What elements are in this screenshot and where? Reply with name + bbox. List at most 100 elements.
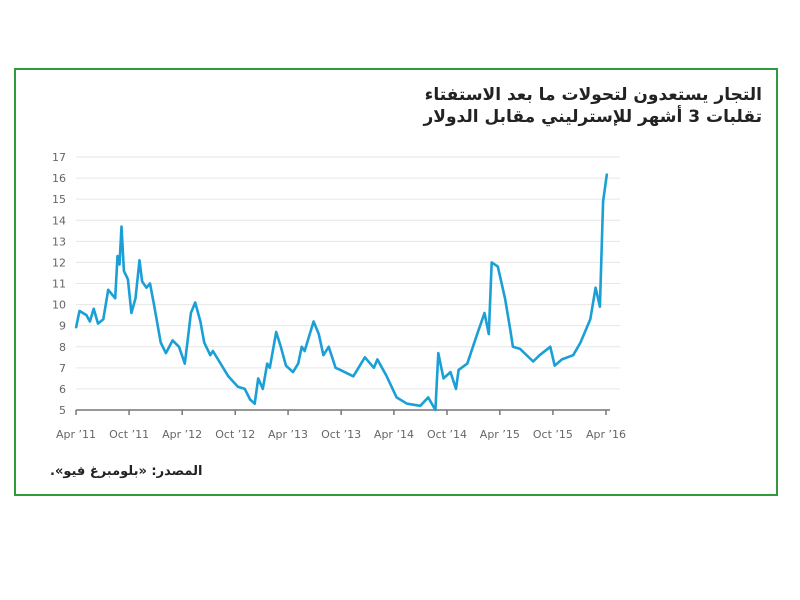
data-point [186,341,189,344]
data-point [262,388,264,390]
y-tick-label: 9 [59,320,66,333]
data-point [97,322,99,325]
y-tick-label: 5 [59,404,66,417]
data-point [419,404,422,407]
x-tick-label: Apr ’11 [56,428,96,441]
data-point [203,341,206,344]
x-tick-label: Apr ’15 [480,428,520,441]
data-point [339,369,342,371]
data-point [512,345,514,348]
data-point [602,200,604,203]
x-tick-label: Apr ’16 [586,428,626,441]
data-point [606,173,608,175]
data-point [490,261,493,264]
data-point [549,345,552,348]
data-point [285,364,287,367]
data-point [519,348,521,350]
y-tick-label: 7 [59,362,66,375]
data-point [280,345,282,348]
data-point [123,270,125,272]
data-point [165,352,167,354]
data-point [385,375,388,378]
chart-title: التجار يستعدون لتحولات ما بعد الاستفتاء … [424,84,762,128]
data-point [427,396,429,399]
y-tick-label: 13 [52,235,66,248]
data-point [334,367,337,369]
data-point [134,297,137,300]
data-point [190,312,192,314]
data-point [92,308,95,310]
data-point [504,297,506,300]
chart-frame [14,68,778,496]
x-tick-label: Oct ’15 [533,428,573,441]
data-point [373,367,375,369]
data-point [352,375,355,378]
data-point [130,312,133,314]
data-point [237,386,239,388]
data-point [75,326,77,329]
data-point [437,352,440,354]
data-point [434,409,437,411]
y-tick-label: 11 [52,278,66,291]
data-point [118,263,121,266]
data-point [561,358,563,361]
data-point [406,402,408,405]
data-point [218,360,221,363]
data-point [496,265,499,268]
data-point [449,371,452,373]
data-point [107,289,110,291]
data-point [209,354,212,356]
data-point [466,362,469,365]
data-point [532,360,534,363]
data-point [292,371,294,373]
data-point [141,280,143,283]
data-point [183,362,186,365]
data-point [78,310,81,312]
y-tick-label: 14 [52,214,66,227]
x-tick-label: Apr ’14 [374,428,414,441]
x-tick-label: Apr ’12 [162,428,202,441]
y-tick-label: 10 [52,299,66,312]
data-point [153,303,155,306]
data-point [455,388,457,390]
y-tick-label: 16 [52,172,66,185]
data-point [599,305,601,308]
data-point [275,331,277,333]
data-point [116,255,119,257]
data-point [171,339,174,342]
data-point [145,286,148,289]
data-point [322,354,325,356]
data-point [303,350,306,352]
data-point [127,278,129,281]
data-point [138,259,141,262]
data-point [395,396,398,399]
x-tick-label: Oct ’14 [427,428,467,441]
data-point [194,301,197,304]
data-point [297,362,300,365]
data-point [89,320,91,323]
data-point [102,318,105,321]
x-tick-label: Oct ’13 [321,428,361,441]
data-point [120,225,123,228]
data-point [257,377,259,380]
data-point [249,398,251,401]
y-tick-label: 12 [52,256,66,269]
data-point [488,333,490,335]
data-point [579,341,582,344]
data-point [178,345,180,348]
y-tick-label: 17 [52,151,66,164]
data-point [457,369,460,371]
data-point [114,297,116,300]
data-point [364,356,366,359]
data-point [572,354,575,356]
data-point [538,354,541,356]
data-point [159,341,162,344]
data-point [244,388,246,390]
data-point [376,358,379,361]
volatility-line [74,173,609,412]
data-point [483,312,486,314]
data-point [149,282,151,285]
data-point [268,367,271,369]
x-tick-label: Apr ’13 [268,428,308,441]
